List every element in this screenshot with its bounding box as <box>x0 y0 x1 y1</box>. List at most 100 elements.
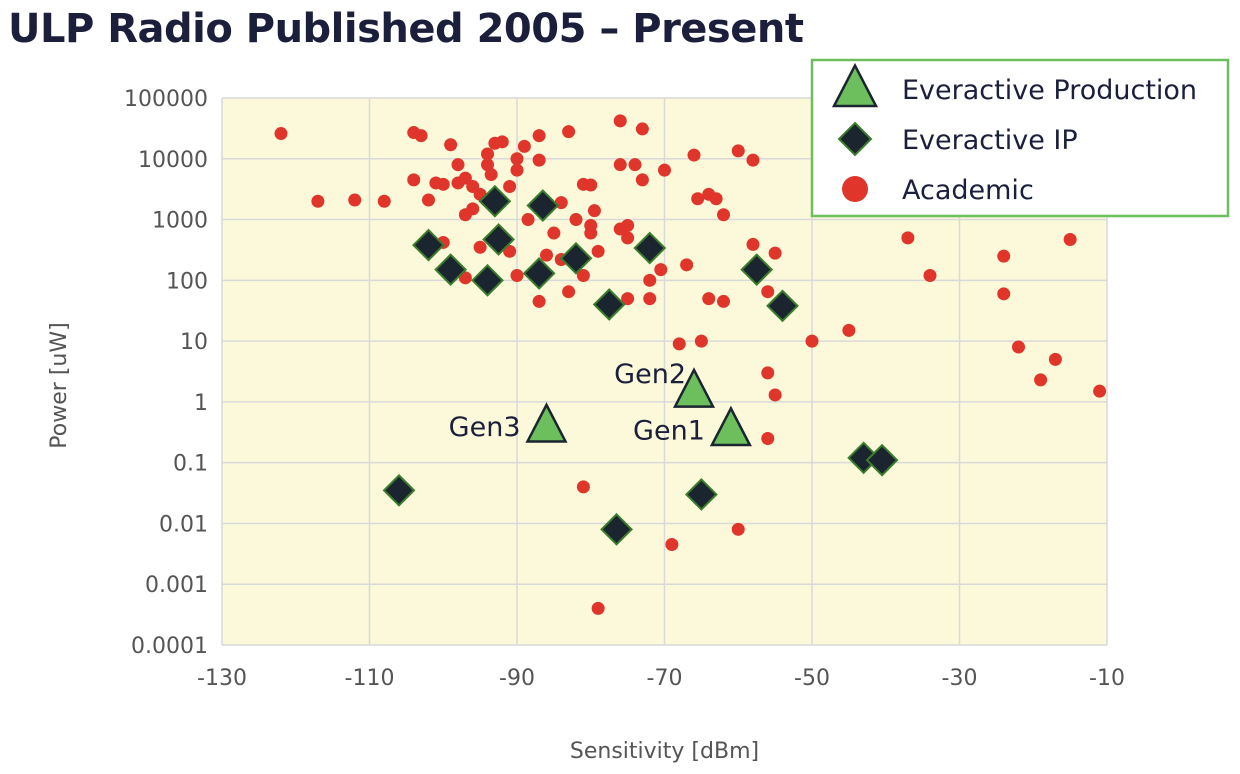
academic-point <box>503 179 517 193</box>
academic-point <box>576 269 590 283</box>
academic-point <box>532 153 546 167</box>
academic-point <box>658 163 671 177</box>
academic-point <box>1093 384 1107 398</box>
academic-point <box>458 271 472 285</box>
academic-point <box>481 158 494 172</box>
y-tick-label: 1 <box>194 391 208 416</box>
ip-point <box>740 253 774 287</box>
legend-box <box>810 58 1230 218</box>
academic-point <box>1063 232 1077 246</box>
academic-point <box>628 158 642 172</box>
ip-point <box>434 253 468 287</box>
point-annotation: Gen3 <box>449 412 521 443</box>
academic-point <box>584 178 598 192</box>
academic-point <box>1048 352 1062 366</box>
academic-point <box>923 269 937 283</box>
academic-point <box>562 125 576 139</box>
academic-point <box>377 194 391 208</box>
academic-point <box>521 213 535 227</box>
academic-point <box>481 147 494 161</box>
academic-point <box>495 135 509 149</box>
series-everactive-production <box>525 367 752 447</box>
academic-point <box>621 218 635 232</box>
academic-point <box>311 194 325 208</box>
academic-point <box>510 269 524 283</box>
ip-point <box>482 223 515 256</box>
academic-point <box>407 173 421 187</box>
x-tick-label: -30 <box>942 666 978 691</box>
academic-point <box>591 601 605 615</box>
academic-point <box>562 285 576 299</box>
y-tick-label: 0.1 <box>173 452 208 477</box>
ip-point <box>766 289 799 323</box>
y-tick-label: 0.01 <box>159 512 208 537</box>
academic-point <box>547 226 561 240</box>
point-annotations: Gen3 Gen2 Gen1 <box>449 359 705 446</box>
legend-label: Everactive Production <box>902 75 1197 106</box>
academic-point <box>621 231 635 245</box>
academic-point <box>510 152 524 166</box>
y-tick-label: 100000 <box>124 87 208 112</box>
academic-point <box>584 226 598 240</box>
academic-point <box>643 292 657 306</box>
point-annotation: Gen2 <box>614 359 686 390</box>
academic-point <box>484 168 498 182</box>
academic-point <box>591 244 605 258</box>
academic-point <box>665 538 679 552</box>
y-tick-label: 1000 <box>152 209 208 234</box>
grid <box>221 97 1108 646</box>
legend-marker-ip <box>837 121 873 157</box>
ip-point <box>412 228 445 262</box>
academic-point <box>731 522 745 536</box>
academic-point <box>635 173 649 187</box>
academic-point <box>691 192 705 206</box>
academic-point <box>436 177 450 191</box>
academic-point <box>746 237 760 251</box>
ip-point <box>471 263 504 297</box>
academic-point <box>473 240 487 254</box>
academic-point <box>694 334 708 348</box>
x-tick-label: -90 <box>499 666 535 691</box>
legend-label: Academic <box>902 175 1034 206</box>
academic-point <box>613 114 627 128</box>
academic-point <box>702 292 716 306</box>
academic-point <box>635 122 649 136</box>
ip-point <box>478 184 512 218</box>
x-axis-ticks: -130 -110 -90 -70 -50 -30 -10 <box>197 666 1125 691</box>
x-axis-label: Sensitivity [dBm] <box>570 739 759 764</box>
academic-point <box>444 138 458 152</box>
academic-point <box>569 213 583 227</box>
academic-point <box>1034 373 1048 387</box>
chart-title: ULP Radio Published 2005 – Present <box>8 6 804 52</box>
academic-point <box>517 139 531 153</box>
y-tick-label: 100 <box>166 269 208 294</box>
academic-point <box>621 292 635 306</box>
legend-label: Everactive IP <box>902 125 1078 156</box>
x-tick-label: -130 <box>197 666 247 691</box>
academic-point <box>1012 340 1025 354</box>
academic-point <box>761 285 775 299</box>
academic-point <box>587 204 601 218</box>
y-axis-ticks: 0.0001 0.001 0.01 0.1 1 10 100 1000 10000 100000 <box>124 87 208 659</box>
ip-point <box>559 241 593 275</box>
academic-point <box>672 337 686 351</box>
academic-point <box>451 158 465 172</box>
academic-point <box>532 129 546 143</box>
academic-point <box>680 258 694 272</box>
legend-marker-production <box>831 62 879 108</box>
academic-point <box>348 193 362 207</box>
academic-point <box>422 193 435 207</box>
academic-point <box>761 366 775 380</box>
ip-point <box>592 288 626 321</box>
academic-point <box>613 158 627 172</box>
academic-point <box>717 294 730 308</box>
x-tick-label: -70 <box>647 666 683 691</box>
y-tick-label: 0.0001 <box>131 634 208 659</box>
academic-point <box>768 246 782 260</box>
y-tick-label: 10000 <box>138 148 208 173</box>
ip-point <box>865 443 899 477</box>
academic-point <box>709 192 723 206</box>
academic-point <box>717 208 730 222</box>
point-annotation: Gen1 <box>633 416 705 447</box>
